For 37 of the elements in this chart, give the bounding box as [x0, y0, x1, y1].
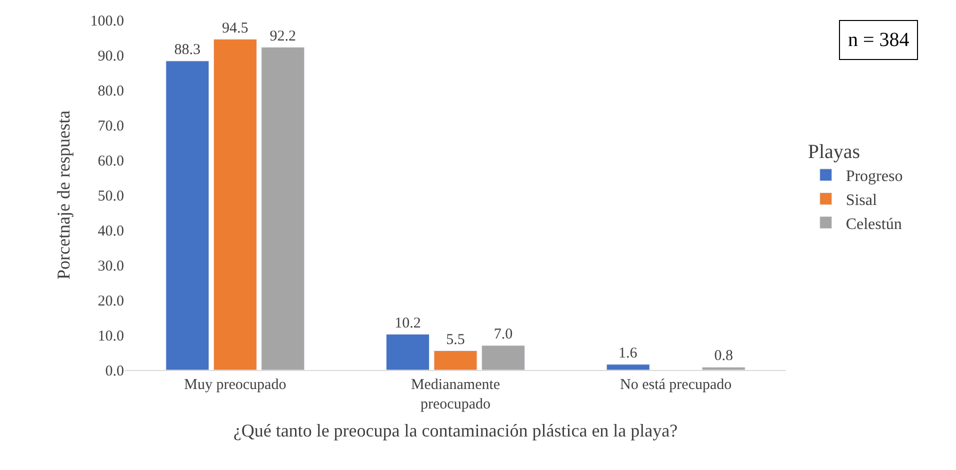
legend-label: Progreso	[846, 168, 903, 186]
y-tick-label: 50.0	[98, 188, 124, 204]
x-tick-label: Medianamente preocupado	[410, 377, 500, 412]
y-tick-label: 80.0	[98, 83, 124, 100]
y-tick-label: 70.0	[98, 118, 124, 134]
bar	[606, 364, 650, 370]
y-tick-label: 30.0	[98, 258, 124, 274]
bar	[213, 39, 257, 370]
y-tick-label: 60.0	[98, 153, 124, 170]
data-label: 1.6	[618, 345, 638, 362]
y-tick-label: 20.0	[98, 293, 124, 310]
x-tick-label: Muy preocupado	[184, 377, 286, 393]
legend-title: Playas	[808, 141, 860, 163]
data-label: 5.5	[446, 332, 465, 348]
x-tick-label: No está precupado	[620, 377, 732, 393]
y-tick-label: 100.0	[90, 13, 124, 30]
data-label: 7.0	[494, 326, 513, 342]
bar	[702, 366, 746, 370]
x-axis-title: ¿Qué tanto le preocupa la contaminación plástica en la playa?	[233, 420, 678, 441]
bar	[386, 334, 430, 370]
bar	[166, 60, 210, 370]
legend-label: Sisal	[846, 192, 878, 209]
y-tick-label: 40.0	[98, 223, 124, 240]
data-label: 88.3	[174, 42, 201, 58]
text: n = 384	[848, 29, 910, 51]
data-label: 94.5	[222, 20, 248, 36]
legend-label: Celestún	[846, 216, 902, 233]
data-label: 0.8	[714, 348, 733, 364]
y-axis-title: Porcetnaje de respuesta	[53, 110, 74, 280]
y-tick-label: 10.0	[98, 328, 124, 344]
data-label: 92.2	[270, 28, 296, 44]
bar	[434, 350, 478, 370]
bar	[482, 345, 525, 370]
data-label: 10.2	[394, 315, 421, 332]
y-tick-label: 0.0	[105, 363, 124, 380]
bar	[261, 47, 305, 370]
y-tick-label: 90.0	[98, 48, 124, 64]
